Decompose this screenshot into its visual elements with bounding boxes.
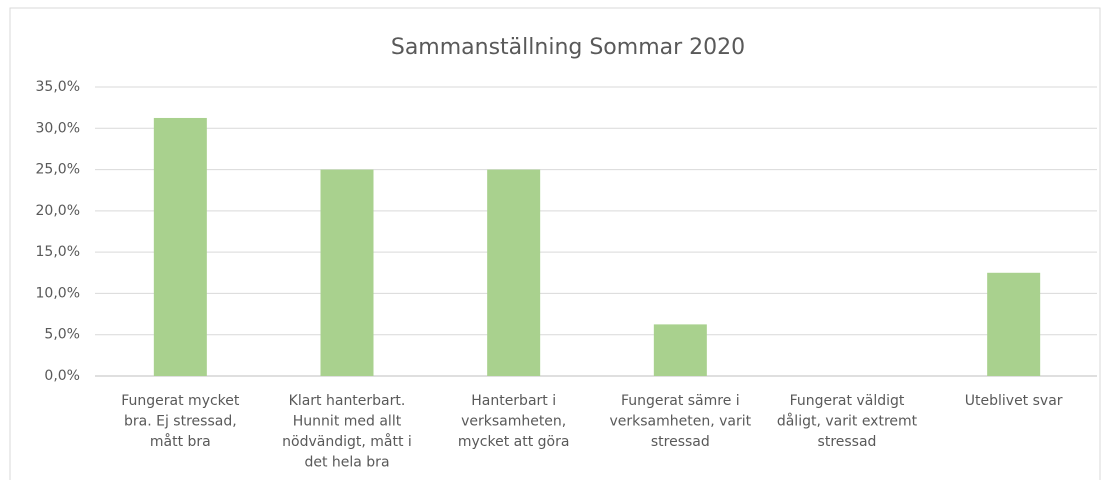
x-tick-label: Klart hanterbart. <box>289 393 406 409</box>
x-tick-label: bra. Ej stressad, <box>124 414 237 430</box>
x-tick-label: Fungerat sämre i <box>621 393 740 409</box>
y-tick-label: 30,0% <box>36 120 80 136</box>
x-tick-label: Fungerat väldigt <box>790 393 905 409</box>
bar <box>320 169 374 376</box>
bar <box>487 169 541 376</box>
x-tick-label: dåligt, varit extremt <box>777 413 918 430</box>
x-tick-label: verksamheten, <box>461 414 566 430</box>
y-tick-label: 15,0% <box>36 244 80 260</box>
y-tick-label: 10,0% <box>36 285 80 301</box>
y-tick-label: 20,0% <box>36 203 80 219</box>
y-tick-label: 5,0% <box>44 327 80 343</box>
x-tick-label: verksamheten, varit <box>610 414 752 430</box>
x-tick-label: mått bra <box>150 433 211 450</box>
chart-title: Sammanställning Sommar 2020 <box>391 35 745 60</box>
x-tick-label: stressad <box>651 434 710 450</box>
y-tick-label: 0,0% <box>44 368 80 384</box>
x-tick-label: nödvändigt, mått i <box>282 433 412 450</box>
x-tick-label: Uteblivet svar <box>965 393 1063 409</box>
x-tick-label: Hunnit med allt <box>293 414 402 430</box>
x-tick-label: stressad <box>818 434 877 450</box>
y-tick-label: 35,0% <box>36 79 80 95</box>
bar <box>153 117 207 376</box>
x-tick-label: mycket att göra <box>458 434 570 450</box>
bar <box>987 272 1041 376</box>
x-tick-label: det hela bra <box>304 455 389 471</box>
y-tick-label: 25,0% <box>36 162 80 178</box>
bar <box>653 324 707 376</box>
x-tick-label: Hanterbart i <box>471 393 556 409</box>
x-tick-label: Fungerat mycket <box>121 393 240 409</box>
